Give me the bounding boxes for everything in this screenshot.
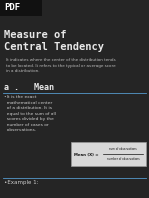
- FancyBboxPatch shape: [71, 142, 146, 166]
- Text: •It is the exact
  mathematical center
  of a distribution. It is
  equal to the: •It is the exact mathematical center of …: [4, 95, 56, 132]
- Text: a .   Mean: a . Mean: [4, 83, 54, 92]
- Text: Measure of: Measure of: [4, 30, 66, 40]
- Text: PDF: PDF: [4, 3, 20, 12]
- Text: number of observations: number of observations: [107, 157, 139, 161]
- Text: Mean (X) =: Mean (X) =: [74, 153, 98, 157]
- FancyBboxPatch shape: [0, 0, 42, 16]
- Text: It indicates where the center of the distribution tends
to be located. It refers: It indicates where the center of the dis…: [6, 58, 116, 73]
- Text: Central Tendency: Central Tendency: [4, 42, 104, 52]
- Text: •Example 1:: •Example 1:: [4, 180, 38, 185]
- Text: sum of observations: sum of observations: [109, 147, 137, 151]
